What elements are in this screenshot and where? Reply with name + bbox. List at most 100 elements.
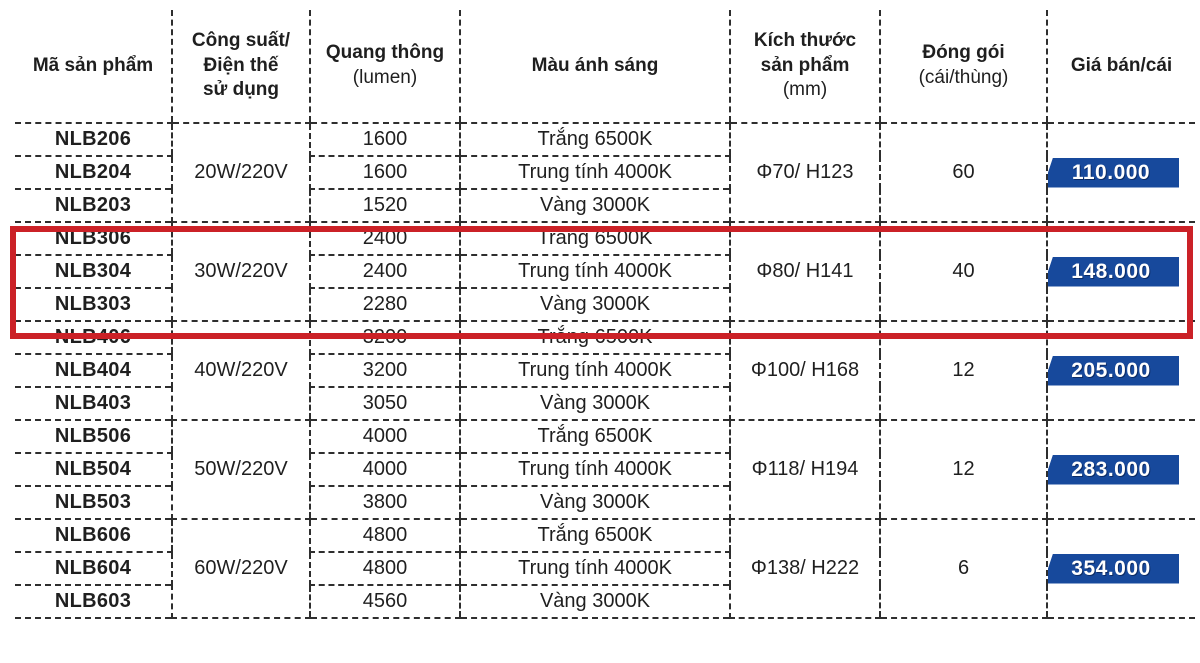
lumen-cell: 1520 (309, 189, 460, 223)
header-label: Công suất/ Điện thế sử dụng (191, 29, 291, 101)
light-color-cell: Trắng 6500K (459, 123, 730, 157)
table-row: NLB404 3200 Trung tính 4000K (15, 354, 1195, 388)
lumen-cell: 4000 (309, 420, 460, 454)
lumen-cell: 3800 (309, 486, 460, 520)
power-cell: 50W/220V (171, 420, 310, 520)
header-dimensions: Kích thước sản phẩm (mm) (729, 10, 880, 124)
light-color-cell: Trung tính 4000K (459, 552, 730, 586)
dimensions-cell: Φ70/ H123 (729, 123, 880, 223)
light-color-cell: Vàng 3000K (459, 585, 730, 619)
table-header: Mã sản phẩm Công suất/ Điện thế sử dụng … (15, 10, 1195, 124)
table-row: NLB204 1600 Trung tính 4000K (15, 156, 1195, 190)
product-code-cell: NLB303 (15, 288, 172, 322)
product-code-cell: NLB506 (15, 420, 172, 454)
product-code-cell: NLB406 (15, 321, 172, 355)
lumen-cell: 4800 (309, 519, 460, 553)
product-code-cell: NLB503 (15, 486, 172, 520)
header-row: Mã sản phẩm Công suất/ Điện thế sử dụng … (15, 10, 1195, 124)
lumen-cell: 1600 (309, 123, 460, 157)
light-color-cell: Vàng 3000K (459, 189, 730, 223)
light-color-cell: Vàng 3000K (459, 486, 730, 520)
lumen-cell: 1600 (309, 156, 460, 190)
product-code-cell: NLB606 (15, 519, 172, 553)
header-lumen: Quang thông (lumen) (309, 10, 460, 124)
table-row: NLB503 3800 Vàng 3000K (15, 486, 1195, 520)
header-label: Màu ánh sáng (531, 54, 659, 76)
lumen-cell: 3200 (309, 354, 460, 388)
header-label: Mã sản phẩm (32, 54, 154, 76)
packaging-cell: 6 (879, 519, 1047, 619)
table-row: NLB606 60W/220V 4800 Trắng 6500K Φ138/ H… (15, 519, 1195, 619)
table-row: NLB406 40W/220V 3200 Trắng 6500K Φ100/ H… (15, 321, 1195, 421)
price-cell: 354.000 (1046, 519, 1195, 619)
price-badge: 354.000 (1049, 553, 1179, 584)
header-label: Kích thước sản phẩm (753, 29, 857, 76)
packaging-cell: 12 (879, 420, 1047, 520)
header-packaging: Đóng gói (cái/thùng) (879, 10, 1047, 124)
product-code-cell: NLB403 (15, 387, 172, 421)
lumen-cell: 2400 (309, 255, 460, 289)
table-row: NLB206 20W/220V 1600 Trắng 6500K Φ70/ H1… (15, 123, 1195, 223)
light-color-cell: Trung tính 4000K (459, 255, 730, 289)
product-code-cell: NLB304 (15, 255, 172, 289)
product-code-cell: NLB306 (15, 222, 172, 256)
light-color-cell: Vàng 3000K (459, 288, 730, 322)
dimensions-cell: Φ80/ H141 (729, 222, 880, 322)
table-body: NLB206 20W/220V 1600 Trắng 6500K Φ70/ H1… (15, 123, 1195, 619)
light-color-cell: Trung tính 4000K (459, 156, 730, 190)
packaging-cell: 40 (879, 222, 1047, 322)
light-color-cell: Trung tính 4000K (459, 354, 730, 388)
packaging-cell: 12 (879, 321, 1047, 421)
header-label: Quang thông (325, 42, 445, 64)
product-code-cell: NLB204 (15, 156, 172, 190)
table-row: NLB304 2400 Trung tính 4000K (15, 255, 1195, 289)
lumen-cell: 4560 (309, 585, 460, 619)
product-code-cell: NLB604 (15, 552, 172, 586)
light-color-cell: Trắng 6500K (459, 420, 730, 454)
table-row: NLB504 4000 Trung tính 4000K (15, 453, 1195, 487)
price-table-container: Mã sản phẩm Công suất/ Điện thế sử dụng … (15, 10, 1195, 619)
light-color-cell: Trắng 6500K (459, 222, 730, 256)
table-row: NLB303 2280 Vàng 3000K (15, 288, 1195, 322)
table-row: NLB306 30W/220V 2400 Trắng 6500K Φ80/ H1… (15, 222, 1195, 322)
lumen-cell: 4000 (309, 453, 460, 487)
header-sub: (cái/thùng) (918, 67, 1009, 88)
power-cell: 60W/220V (171, 519, 310, 619)
table-row: NLB506 50W/220V 4000 Trắng 6500K Φ118/ H… (15, 420, 1195, 520)
product-price-table: Mã sản phẩm Công suất/ Điện thế sử dụng … (15, 10, 1195, 619)
price-badge: 205.000 (1049, 355, 1179, 386)
table-row: NLB603 4560 Vàng 3000K (15, 585, 1195, 619)
lumen-cell: 2280 (309, 288, 460, 322)
lumen-cell: 4800 (309, 552, 460, 586)
product-code-cell: NLB404 (15, 354, 172, 388)
header-sub: (lumen) (352, 67, 418, 88)
dimensions-cell: Φ100/ H168 (729, 321, 880, 421)
light-color-cell: Trắng 6500K (459, 321, 730, 355)
header-label: Đóng gói (922, 42, 1005, 64)
table-row: NLB604 4800 Trung tính 4000K (15, 552, 1195, 586)
dimensions-cell: Φ138/ H222 (729, 519, 880, 619)
light-color-cell: Vàng 3000K (459, 387, 730, 421)
table-row: NLB203 1520 Vàng 3000K (15, 189, 1195, 223)
lumen-cell: 3050 (309, 387, 460, 421)
power-cell: 30W/220V (171, 222, 310, 322)
header-label: Giá bán/cái (1070, 54, 1173, 76)
lumen-cell: 2400 (309, 222, 460, 256)
price-cell: 205.000 (1046, 321, 1195, 421)
price-cell: 283.000 (1046, 420, 1195, 520)
dimensions-cell: Φ118/ H194 (729, 420, 880, 520)
header-price: Giá bán/cái (1046, 10, 1195, 124)
price-badge: 148.000 (1049, 256, 1179, 287)
light-color-cell: Trắng 6500K (459, 519, 730, 553)
light-color-cell: Trung tính 4000K (459, 453, 730, 487)
product-code-cell: NLB206 (15, 123, 172, 157)
header-sub: (mm) (782, 79, 828, 101)
power-cell: 40W/220V (171, 321, 310, 421)
price-badge: 283.000 (1049, 454, 1179, 485)
product-code-cell: NLB203 (15, 189, 172, 223)
header-light-color: Màu ánh sáng (459, 10, 730, 124)
price-cell: 148.000 (1046, 222, 1195, 322)
product-code-cell: NLB603 (15, 585, 172, 619)
price-badge: 110.000 (1049, 157, 1179, 188)
packaging-cell: 60 (879, 123, 1047, 223)
